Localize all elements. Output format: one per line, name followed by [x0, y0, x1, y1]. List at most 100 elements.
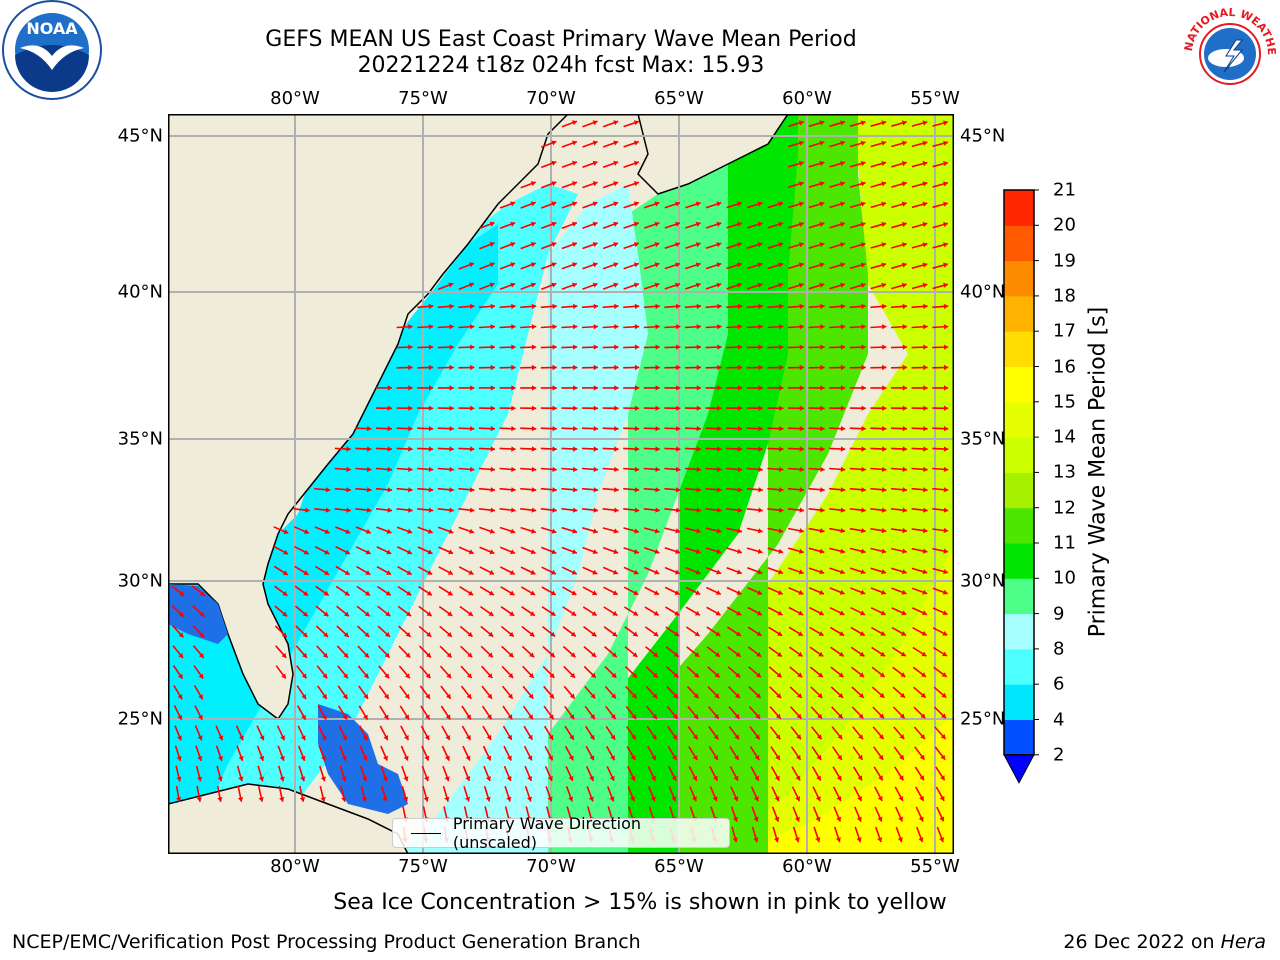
wave-arrow-head	[734, 755, 739, 761]
wave-arrow-head	[819, 528, 825, 534]
wave-arrow-head	[469, 507, 475, 513]
wave-arrow-head	[489, 262, 495, 268]
ocean-band-13	[516, 114, 954, 854]
wave-arrow-head	[569, 734, 574, 740]
wave-arrow-head	[425, 673, 431, 679]
wave-arrow-head	[817, 693, 823, 698]
wave-arrow-head	[716, 221, 722, 227]
wave-arrow-head	[676, 466, 681, 472]
wave-arrow-head	[758, 446, 763, 452]
wave-arrow-head	[736, 610, 742, 616]
wave-arrow-head	[527, 755, 533, 761]
wave-arrow-head	[258, 776, 264, 782]
wave-arrow-head	[654, 242, 660, 248]
wave-arrow-head	[653, 652, 658, 657]
wave-arrow-head	[737, 262, 742, 268]
colorbar-segment	[1004, 401, 1034, 438]
wave-arrow-head	[799, 426, 804, 432]
wave-arrow-head	[531, 405, 537, 411]
wave-arrow-head	[386, 528, 392, 534]
wave-arrow-head	[881, 181, 887, 187]
map-panel	[168, 114, 954, 854]
wave-arrow-head	[943, 569, 948, 575]
wave-arrow-head	[428, 507, 434, 513]
wave-arrow-head	[387, 405, 392, 411]
wave-arrow-head	[449, 426, 454, 432]
wave-arrow-head	[840, 466, 846, 472]
wave-arrow-head	[386, 549, 392, 555]
wave-arrow-head	[530, 590, 536, 596]
wave-arrow-head	[754, 755, 760, 760]
wave-arrow-head	[444, 776, 450, 782]
wave-arrow-head	[652, 693, 658, 699]
colorbar-segment	[1004, 437, 1034, 473]
wave-arrow-head	[737, 201, 742, 207]
wave-arrow-head	[469, 528, 474, 534]
wave-arrow-head	[283, 549, 289, 555]
wave-arrow-head	[511, 426, 516, 432]
wave-arrow-head	[798, 201, 804, 207]
wave-arrow-head	[655, 324, 660, 330]
wave-arrow-head	[593, 364, 598, 371]
wave-arrow-head	[511, 405, 516, 411]
wave-arrow-head	[592, 549, 598, 555]
wave-arrow-head	[488, 611, 494, 616]
wave-arrow-head	[302, 652, 307, 658]
wave-arrow-head	[732, 837, 738, 843]
wave-arrow-head	[549, 652, 555, 658]
wave-arrow-head	[511, 446, 516, 452]
wave-arrow-head	[695, 569, 701, 575]
wave-arrow-head	[758, 364, 763, 371]
wave-arrow-head	[445, 714, 451, 720]
wave-arrow-head	[198, 673, 204, 679]
wave-arrow-head	[487, 652, 493, 658]
wave-arrow-head	[779, 385, 784, 391]
wave-arrow-head	[407, 528, 413, 534]
wave-arrow-head	[593, 466, 598, 472]
wave-arrow-head	[489, 241, 495, 247]
wave-arrow-head	[819, 262, 825, 268]
wave-arrow-head	[570, 672, 575, 678]
wave-arrow-head	[923, 344, 928, 350]
wave-arrow-head	[879, 713, 884, 719]
colorbar-tick-label: 18	[1053, 285, 1076, 307]
wave-arrow-head	[717, 364, 722, 371]
wave-arrow-head	[449, 324, 454, 330]
wave-arrow-head	[881, 507, 887, 513]
wave-arrow-head	[676, 344, 681, 350]
wave-arrow-head	[799, 385, 804, 391]
wave-arrow-head	[634, 466, 640, 472]
wave-arrow-head	[217, 756, 223, 761]
wave-arrow-head	[510, 549, 515, 555]
wave-arrow-head	[919, 795, 924, 801]
wave-arrow-head	[613, 160, 619, 166]
wave-arrow-head	[696, 364, 701, 371]
wave-arrow-head	[940, 754, 946, 760]
wave-arrow-head	[468, 590, 474, 596]
wave-arrow-head	[858, 734, 863, 740]
wave-arrow-head	[779, 303, 784, 310]
wave-arrow-head	[346, 487, 351, 493]
wave-arrow-head	[408, 487, 413, 493]
wave-arrow-head	[466, 673, 472, 678]
wave-arrow-head	[943, 344, 949, 350]
wave-arrow-head	[675, 201, 680, 207]
wave-period-map	[168, 114, 954, 854]
wave-arrow-head	[856, 816, 862, 822]
wave-arrow-head	[614, 324, 619, 330]
wave-arrow-head	[943, 181, 948, 187]
wave-arrow-head	[634, 528, 639, 534]
wave-arrow-head	[671, 775, 677, 781]
wave-arrow-head	[511, 507, 516, 513]
wave-arrow-head	[551, 549, 557, 555]
wave-arrow-head	[531, 487, 537, 493]
wave-arrow-head	[279, 755, 285, 761]
wave-arrow-head	[304, 529, 309, 534]
wave-arrow-head	[341, 776, 347, 782]
wave-arrow-head	[177, 673, 183, 679]
wave-arrow-head	[367, 446, 372, 452]
wave-arrow-head	[901, 242, 907, 248]
wave-arrow-head	[840, 262, 845, 268]
nova-scotia	[637, 114, 789, 195]
wave-arrow-head	[408, 385, 413, 391]
